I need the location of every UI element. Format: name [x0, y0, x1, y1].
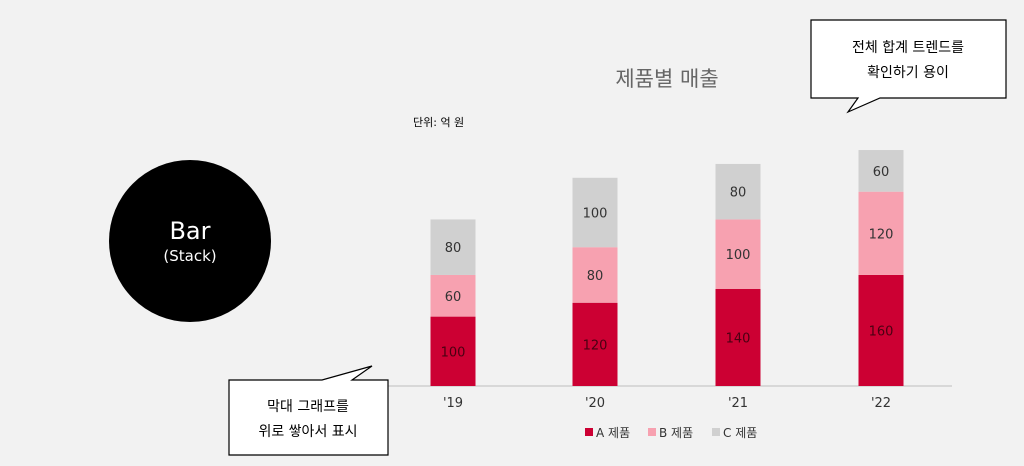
- data-label-1-3: 140: [726, 331, 751, 346]
- data-label-1-2: 120: [583, 338, 608, 353]
- data-label-3-1: 80: [445, 241, 462, 256]
- legend-swatch-2: [648, 428, 656, 436]
- data-label-1-1: 100: [441, 345, 466, 360]
- bar-1-2: [572, 302, 618, 386]
- data-label-1-4: 160: [869, 324, 894, 339]
- data-label-2-3: 100: [726, 248, 751, 263]
- data-label-2-4: 120: [869, 227, 894, 242]
- badge-title: Bar: [169, 217, 211, 245]
- bar-1-4: [858, 274, 904, 386]
- x-tick-2: '20: [585, 396, 605, 411]
- callout-bottom: 막대 그래프를 위로 쌓아서 표시: [228, 365, 389, 456]
- unit-label: 단위: 억 원: [413, 116, 464, 129]
- callout-top: 전체 합계 트렌드를 확인하기 용이: [810, 19, 1007, 114]
- bar-3-3: [715, 163, 761, 220]
- legend-swatch-1: [585, 428, 593, 436]
- x-tick-3: '21: [728, 396, 748, 411]
- data-label-3-2: 100: [583, 207, 608, 222]
- chart-title: 제품별 매출: [615, 67, 718, 91]
- data-label-2-2: 80: [587, 269, 604, 284]
- callout-top-line-2: 확인하기 용이: [867, 65, 949, 81]
- x-tick-4: '22: [871, 396, 891, 411]
- bar-3-1: [430, 219, 476, 275]
- bar-2-2: [572, 247, 618, 303]
- bar-3-4: [858, 150, 904, 192]
- callout-top-line-1: 전체 합계 트렌드를: [852, 40, 964, 56]
- bar-3-2: [572, 177, 618, 248]
- legend-label-1: A 제품: [596, 426, 630, 440]
- legend: A 제품 B 제품 C 제품: [585, 426, 757, 440]
- bar-1-1: [430, 316, 476, 386]
- chart-type-badge: Bar (Stack): [109, 160, 271, 322]
- data-label-3-4: 60: [873, 165, 890, 180]
- x-tick-1: '19: [443, 396, 463, 411]
- data-label-2-1: 60: [445, 290, 462, 305]
- bar-2-4: [858, 191, 904, 275]
- legend-label-3: C 제품: [723, 426, 757, 440]
- x-tick-labels: '19 '20 '21 '22: [443, 396, 891, 411]
- bar-2-3: [715, 219, 761, 289]
- badge-subtitle: (Stack): [163, 247, 217, 265]
- bar-1-3: [715, 288, 761, 386]
- bar-2-1: [430, 274, 476, 317]
- bars-group: 100 60 80 120 80 100 140 100 80 160 120 60: [430, 150, 904, 386]
- callout-bottom-line-2: 위로 쌓아서 표시: [258, 424, 357, 440]
- legend-label-2: B 제품: [659, 426, 693, 440]
- legend-swatch-3: [712, 428, 720, 436]
- data-label-3-3: 80: [730, 186, 747, 201]
- callout-bottom-line-1: 막대 그래프를: [267, 399, 349, 415]
